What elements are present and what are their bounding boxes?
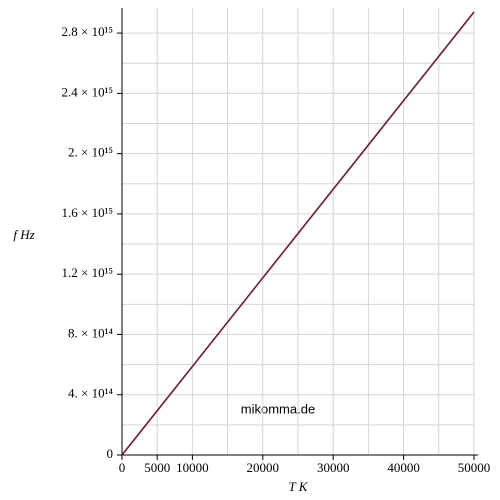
y-tick-label: 1.6 × 10¹⁵ <box>61 205 113 220</box>
x-axis-label: T K <box>289 479 309 494</box>
x-tick-label: 5000 <box>144 460 170 475</box>
y-tick-label: 8. × 10¹⁴ <box>68 325 113 340</box>
x-tick-label: 0 <box>119 460 126 475</box>
y-tick-label: 4. × 10¹⁴ <box>68 386 113 401</box>
x-tick-label: 30000 <box>317 460 350 475</box>
y-axis-label: f Hz <box>13 227 34 242</box>
y-tick-label: 2.4 × 10¹⁵ <box>61 84 113 99</box>
x-tick-label: 20000 <box>247 460 280 475</box>
y-tick-label: 2.8 × 10¹⁵ <box>61 24 113 39</box>
y-tick-label: 0 <box>107 446 114 461</box>
watermark: mikomma.de <box>241 401 315 416</box>
y-tick-label: 1.2 × 10¹⁵ <box>61 265 113 280</box>
x-tick-label: 40000 <box>387 460 420 475</box>
x-tick-label: 10000 <box>176 460 209 475</box>
y-tick-label: 2. × 10¹⁵ <box>68 145 113 160</box>
x-tick-label: 50000 <box>458 460 491 475</box>
data-line <box>121 11 475 456</box>
